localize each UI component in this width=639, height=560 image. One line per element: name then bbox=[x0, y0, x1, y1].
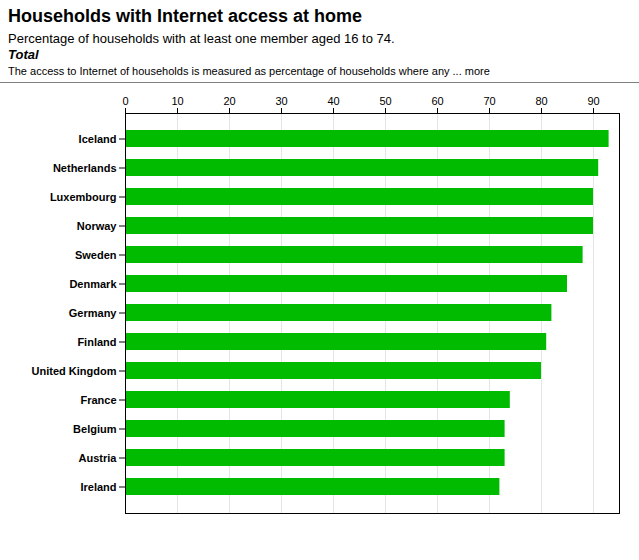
html-text:Households with Internet acces: Households with Internet access at home bbox=[8, 6, 363, 26]
svg-text:Germany: Germany bbox=[69, 307, 118, 319]
svg-text:50: 50 bbox=[379, 95, 391, 107]
svg-text:60: 60 bbox=[431, 95, 443, 107]
svg-text:Norway: Norway bbox=[77, 220, 118, 232]
svg-text:United Kingdom: United Kingdom bbox=[32, 365, 117, 377]
svg-text:10: 10 bbox=[171, 95, 183, 107]
svg-text:Denmark: Denmark bbox=[69, 278, 117, 290]
html-text:Percentage of households with: Percentage of households with at least o… bbox=[8, 31, 395, 46]
svg-text:0: 0 bbox=[122, 95, 128, 107]
svg-text:30: 30 bbox=[275, 95, 287, 107]
svg-text:90: 90 bbox=[587, 95, 599, 107]
svg-text:Finland: Finland bbox=[77, 336, 116, 348]
svg-text:Luxembourg: Luxembourg bbox=[50, 191, 117, 203]
svg-text:80: 80 bbox=[535, 95, 547, 107]
svg-text:Ireland: Ireland bbox=[80, 481, 116, 493]
svg-text:Austria: Austria bbox=[79, 452, 118, 464]
svg-text:France: France bbox=[80, 394, 116, 406]
svg-text:Sweden: Sweden bbox=[75, 249, 117, 261]
html-text:Total: Total bbox=[8, 47, 39, 62]
svg-text:70: 70 bbox=[483, 95, 495, 107]
svg-text:Iceland: Iceland bbox=[79, 133, 117, 145]
svg-text:Belgium: Belgium bbox=[73, 423, 117, 435]
svg-text:Netherlands: Netherlands bbox=[53, 162, 117, 174]
html-text:The access to Internet of hous: The access to Internet of households is … bbox=[8, 65, 490, 77]
svg-text:20: 20 bbox=[223, 95, 235, 107]
svg-text:40: 40 bbox=[327, 95, 339, 107]
